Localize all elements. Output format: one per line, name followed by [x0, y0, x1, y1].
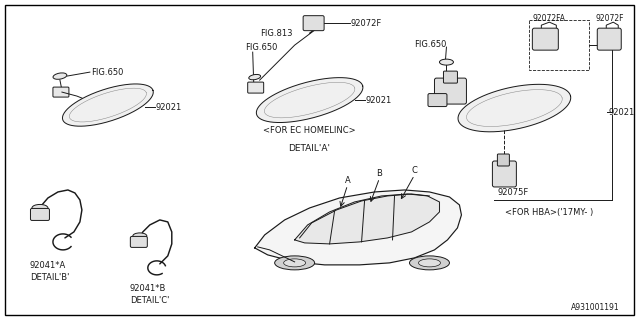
- FancyBboxPatch shape: [303, 16, 324, 31]
- Text: FIG.813: FIG.813: [260, 29, 292, 38]
- Bar: [529, 20, 589, 70]
- Text: A: A: [345, 176, 351, 186]
- Polygon shape: [255, 190, 461, 265]
- Ellipse shape: [419, 259, 440, 267]
- Polygon shape: [63, 84, 153, 126]
- Text: C: C: [412, 166, 417, 175]
- Text: FIG.650: FIG.650: [91, 68, 124, 76]
- Ellipse shape: [32, 204, 48, 212]
- Text: FIG.650: FIG.650: [244, 43, 277, 52]
- Text: 92021: 92021: [156, 103, 182, 112]
- Text: FIG.650: FIG.650: [415, 40, 447, 49]
- Ellipse shape: [53, 73, 67, 79]
- Text: 92021: 92021: [365, 96, 392, 105]
- FancyBboxPatch shape: [428, 93, 447, 107]
- Text: 92072F: 92072F: [595, 14, 624, 23]
- FancyBboxPatch shape: [444, 71, 458, 83]
- Ellipse shape: [440, 59, 454, 65]
- Ellipse shape: [410, 256, 449, 270]
- Text: 92041*B: 92041*B: [130, 284, 166, 293]
- Polygon shape: [294, 194, 440, 244]
- Text: 92041*A: 92041*A: [30, 261, 66, 270]
- Polygon shape: [257, 78, 363, 123]
- FancyBboxPatch shape: [31, 208, 49, 220]
- FancyBboxPatch shape: [497, 154, 509, 166]
- Text: DETAIL'C': DETAIL'C': [130, 296, 169, 305]
- Text: 92021: 92021: [608, 108, 634, 116]
- FancyBboxPatch shape: [492, 161, 516, 187]
- FancyBboxPatch shape: [248, 82, 264, 93]
- FancyBboxPatch shape: [53, 87, 69, 97]
- FancyBboxPatch shape: [597, 28, 621, 50]
- Text: A931001191: A931001191: [571, 303, 620, 312]
- Text: B: B: [376, 170, 383, 179]
- Text: <FOR HBA>('17MY- ): <FOR HBA>('17MY- ): [505, 208, 593, 217]
- Ellipse shape: [275, 256, 315, 270]
- Text: DETAIL'B': DETAIL'B': [30, 273, 69, 282]
- Ellipse shape: [249, 75, 260, 80]
- Ellipse shape: [133, 233, 147, 239]
- FancyBboxPatch shape: [532, 28, 558, 50]
- Text: DETAIL'A': DETAIL'A': [289, 143, 331, 153]
- Polygon shape: [458, 84, 571, 132]
- FancyBboxPatch shape: [435, 78, 467, 104]
- FancyBboxPatch shape: [131, 236, 147, 247]
- Text: 92072FA: 92072FA: [532, 14, 565, 23]
- Text: 92075F: 92075F: [497, 188, 529, 197]
- Ellipse shape: [284, 259, 306, 267]
- Text: <FOR EC HOMELINC>: <FOR EC HOMELINC>: [263, 125, 356, 134]
- Text: 92072F: 92072F: [351, 19, 382, 28]
